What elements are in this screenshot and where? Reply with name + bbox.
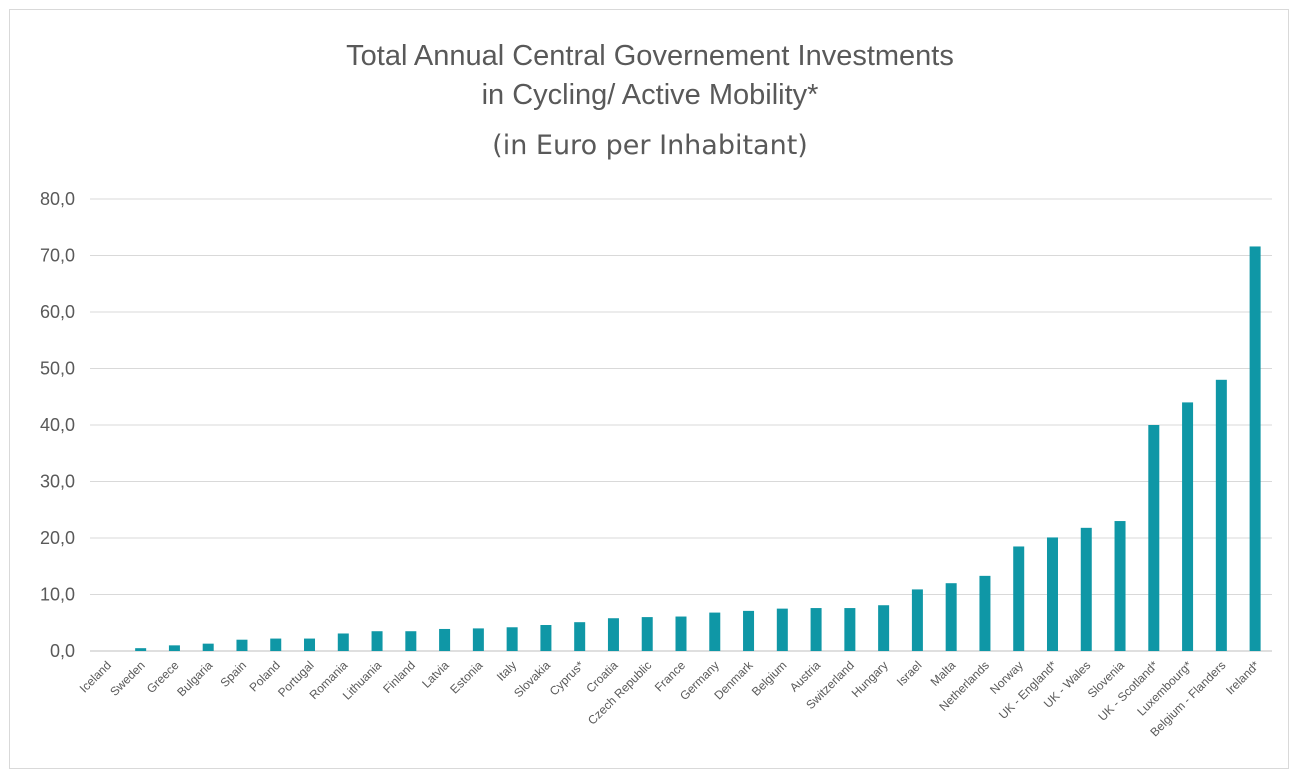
x-tick-label: Hungary	[849, 658, 891, 700]
bar	[371, 631, 383, 651]
x-tick-label: Finland	[380, 658, 418, 696]
x-tick-label: Belgium	[749, 658, 790, 699]
bar	[1046, 537, 1058, 651]
bar	[1080, 527, 1092, 651]
bar	[878, 605, 890, 651]
bar	[202, 643, 214, 651]
bar	[1249, 246, 1261, 651]
bar	[945, 583, 957, 651]
bar	[168, 645, 180, 651]
bar	[1215, 379, 1227, 651]
bar	[304, 638, 316, 651]
bar	[270, 638, 282, 651]
bar	[709, 612, 721, 651]
x-tick-label: Denmark	[711, 658, 756, 703]
y-tick-label: 40,0	[40, 415, 75, 435]
bar	[135, 648, 147, 651]
bar	[607, 618, 619, 651]
bar	[810, 608, 822, 651]
y-tick-label: 80,0	[40, 189, 75, 209]
bar	[979, 575, 991, 651]
y-tick-label: 30,0	[40, 472, 75, 492]
x-tick-label: Bulgaria	[174, 658, 215, 699]
y-tick-label: 50,0	[40, 359, 75, 379]
bar	[911, 589, 923, 651]
x-tick-label: Slovakia	[511, 658, 553, 700]
bar	[641, 617, 653, 651]
bar	[1182, 402, 1194, 651]
bar	[337, 633, 349, 651]
x-tick-label: Israel	[894, 658, 925, 689]
bar	[540, 625, 552, 651]
bar	[743, 610, 755, 651]
bar	[1148, 425, 1160, 651]
chart-title-line2: in Cycling/ Active Mobility*	[481, 79, 819, 111]
bar	[1114, 521, 1126, 651]
y-tick-label: 60,0	[40, 302, 75, 322]
bar	[675, 616, 687, 651]
y-tick-label: 70,0	[40, 246, 75, 266]
chart-title: Total Annual Central Governement Investm…	[346, 40, 954, 72]
bar	[472, 628, 484, 651]
chart-subtitle: (in Euro per Inhabitant)	[492, 130, 808, 161]
x-tick-label: Sweden	[107, 658, 148, 699]
bar	[439, 628, 451, 651]
bar	[405, 631, 417, 651]
bar	[236, 639, 248, 651]
bar	[574, 622, 586, 651]
x-tick-label: Cyprus*	[547, 658, 587, 698]
y-tick-label: 10,0	[40, 585, 75, 605]
y-tick-label: 20,0	[40, 528, 75, 548]
bar	[776, 608, 788, 651]
y-tick-label: 0,0	[50, 641, 75, 661]
x-tick-label: Malta	[928, 658, 959, 689]
x-tick-label: Spain	[217, 658, 249, 690]
x-tick-label: Estonia	[447, 658, 485, 696]
x-tick-label: Ireland*	[1223, 658, 1262, 697]
bar	[844, 608, 856, 651]
x-tick-label: Italy	[494, 658, 519, 683]
bar	[1013, 546, 1025, 651]
bar	[506, 627, 518, 651]
